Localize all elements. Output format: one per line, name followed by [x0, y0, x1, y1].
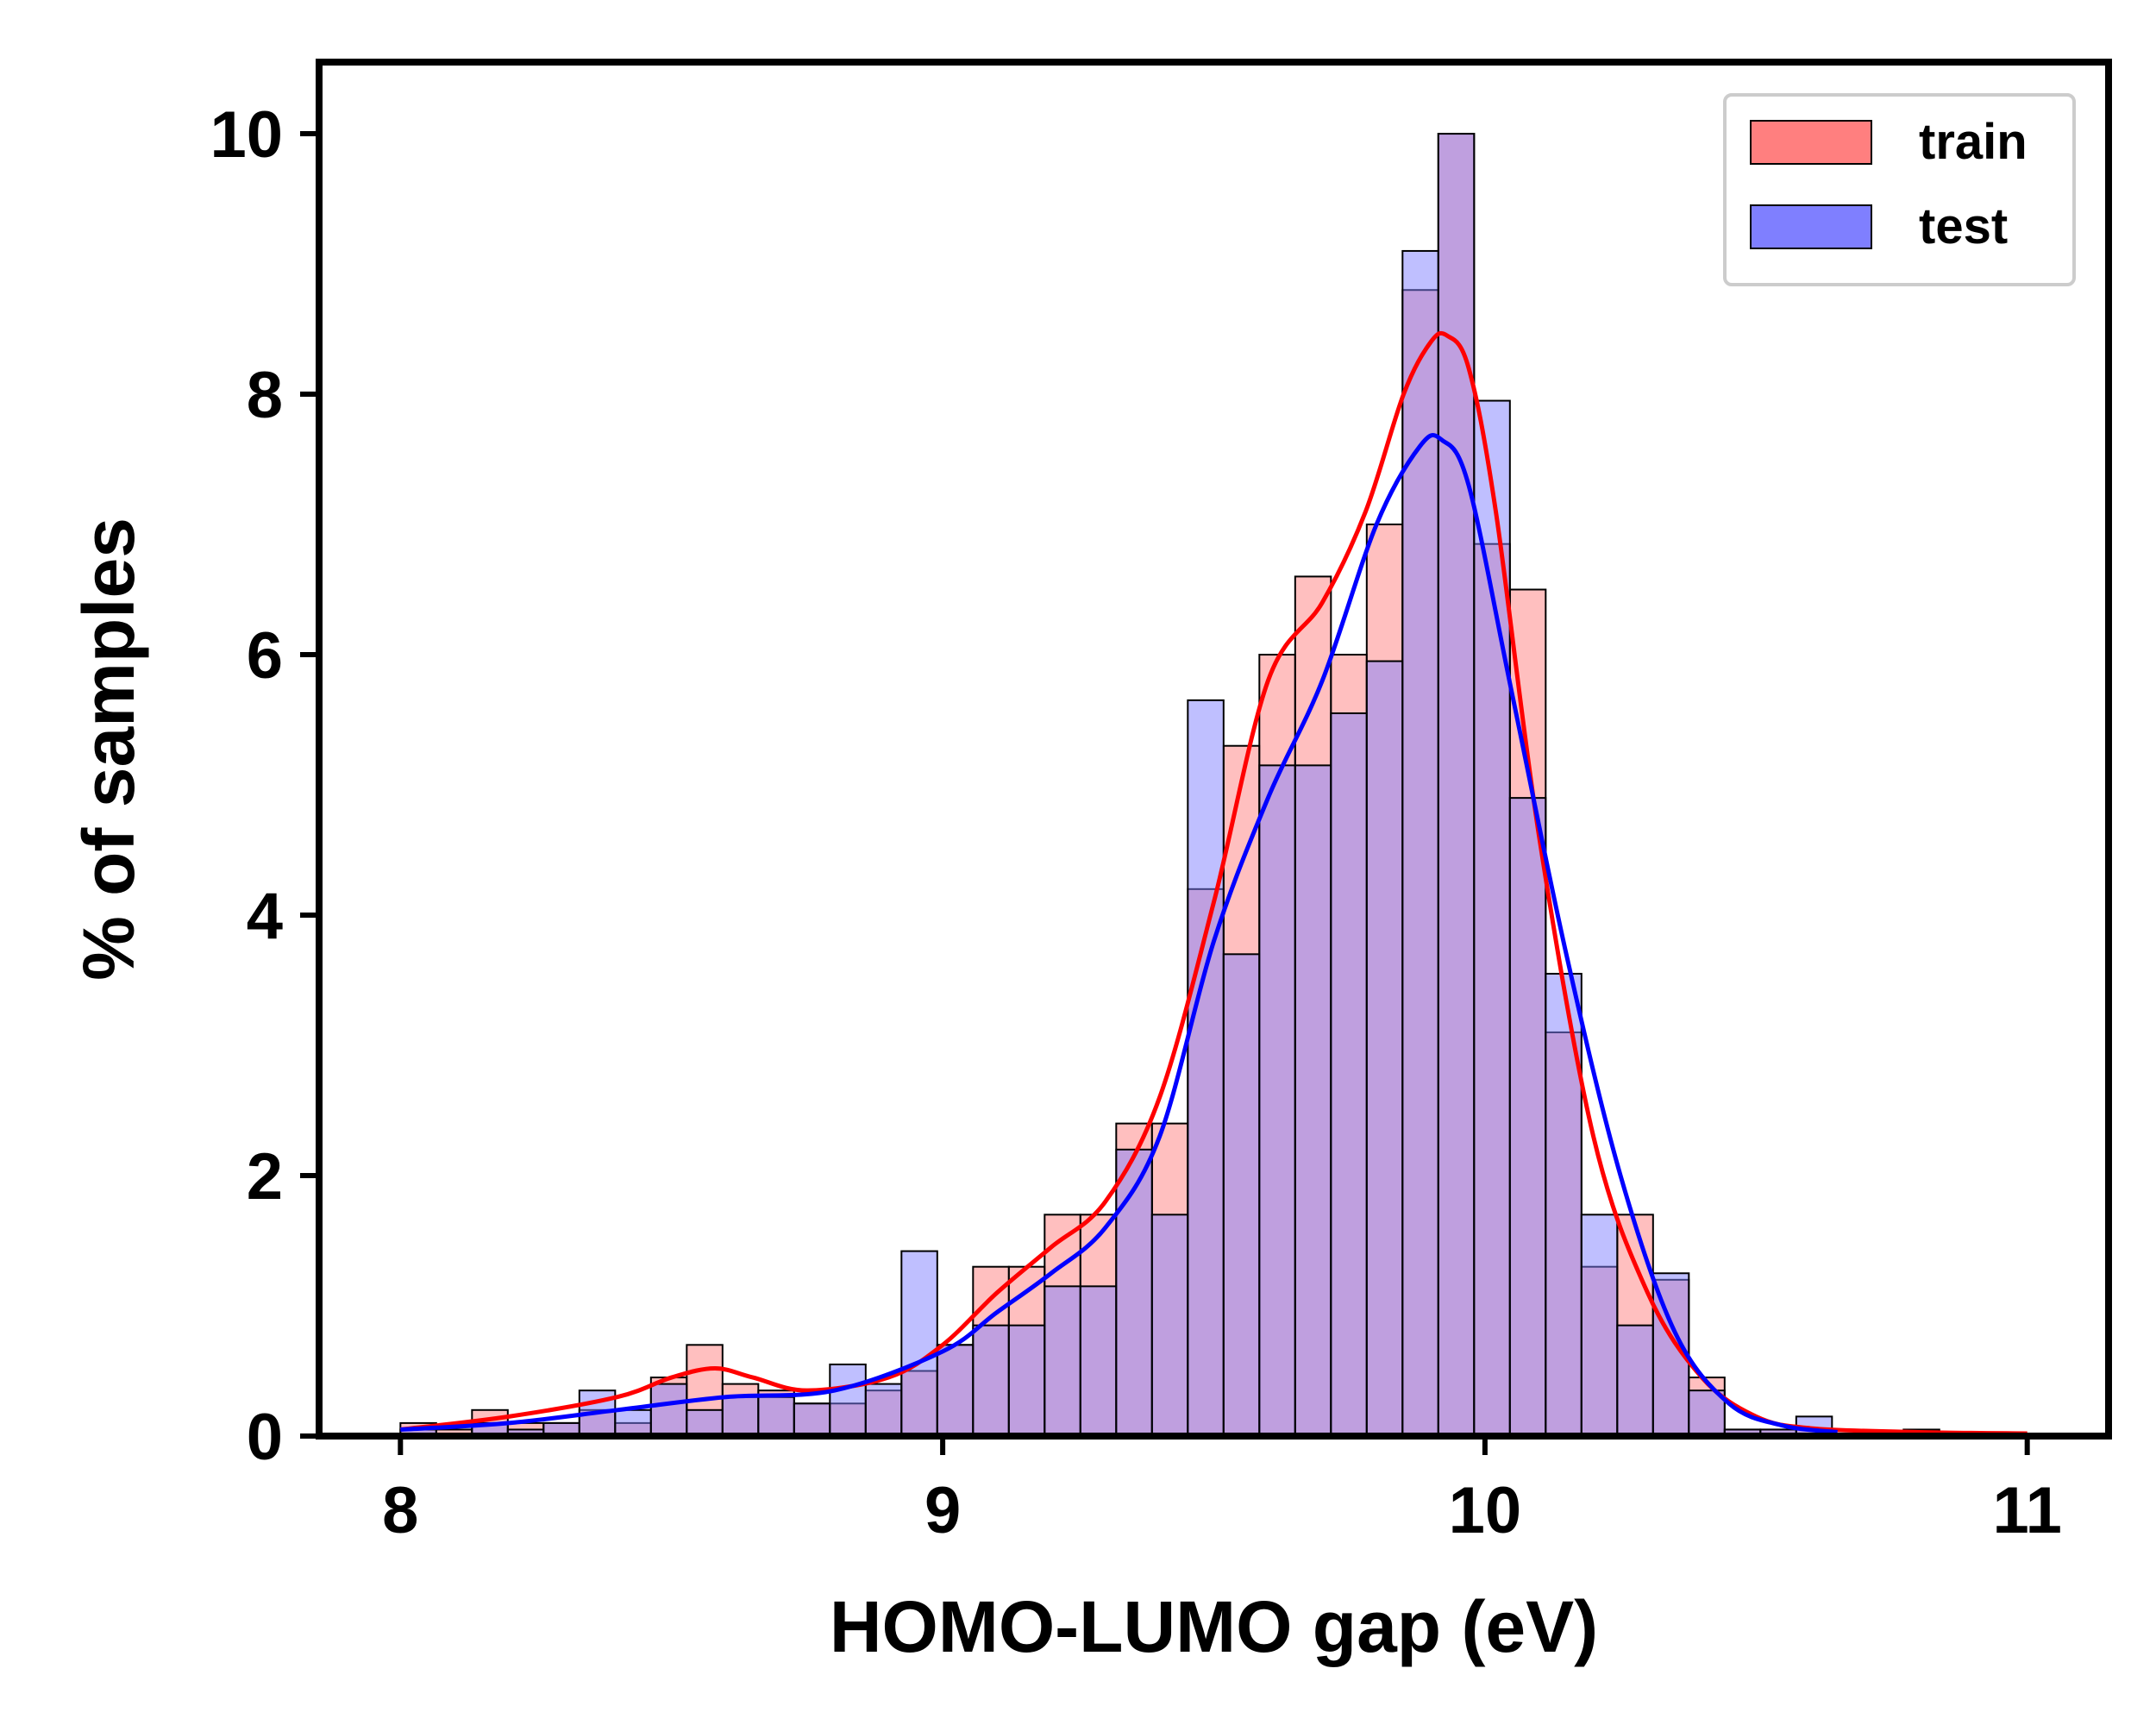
- bar-test-17: [1009, 1326, 1045, 1436]
- bar-test-29: [1438, 134, 1475, 1436]
- y-tick-label-6: 6: [247, 619, 283, 693]
- legend-swatch-train: [1751, 121, 1871, 164]
- y-tick-label-2: 2: [247, 1140, 283, 1214]
- bar-test-28: [1402, 251, 1438, 1436]
- legend-label-test: test: [1919, 198, 2008, 254]
- bar-test-21: [1152, 1214, 1188, 1436]
- bar-test-19: [1081, 1286, 1117, 1436]
- x-tick-label-9: 9: [924, 1474, 961, 1547]
- bar-test-14: [901, 1251, 937, 1436]
- x-tick-label-10: 10: [1449, 1474, 1522, 1547]
- legend: train test: [1725, 95, 2074, 285]
- x-tick-label-8: 8: [382, 1474, 418, 1547]
- y-tick-label-8: 8: [247, 359, 283, 432]
- legend-label-train: train: [1919, 114, 2028, 170]
- x-axis-label: HOMO-LUMO gap (eV): [830, 1586, 1598, 1667]
- bar-test-34: [1617, 1326, 1653, 1436]
- bar-test-24: [1259, 765, 1295, 1436]
- bar-test-15: [937, 1345, 974, 1436]
- histogram-bars: [400, 134, 1940, 1436]
- bar-test-26: [1331, 713, 1367, 1436]
- y-axis-label: % of samples: [68, 518, 149, 981]
- bar-test-13: [866, 1384, 901, 1436]
- bar-test-6: [615, 1410, 651, 1436]
- bar-test-31: [1510, 798, 1546, 1436]
- bar-test-33: [1582, 1214, 1618, 1436]
- bar-test-22: [1188, 700, 1224, 1436]
- bar-test-27: [1367, 662, 1403, 1436]
- bar-test-10: [758, 1397, 794, 1436]
- bar-test-18: [1044, 1286, 1081, 1436]
- bar-test-7: [651, 1384, 687, 1436]
- x-tick-label-11: 11: [1993, 1474, 2062, 1547]
- bar-test-9: [723, 1397, 759, 1436]
- bar-test-30: [1474, 401, 1510, 1436]
- y-tick-label-4: 4: [247, 880, 283, 953]
- bar-test-25: [1295, 765, 1332, 1436]
- legend-swatch-test: [1751, 205, 1871, 248]
- bar-test-23: [1224, 954, 1260, 1436]
- y-tick-label-10: 10: [210, 98, 283, 172]
- bar-test-8: [686, 1410, 723, 1436]
- bar-test-16: [973, 1326, 1009, 1436]
- histogram-series-test: [400, 134, 1832, 1436]
- y-tick-label-0: 0: [247, 1401, 283, 1474]
- bar-test-12: [830, 1364, 866, 1436]
- bar-test-11: [794, 1403, 830, 1436]
